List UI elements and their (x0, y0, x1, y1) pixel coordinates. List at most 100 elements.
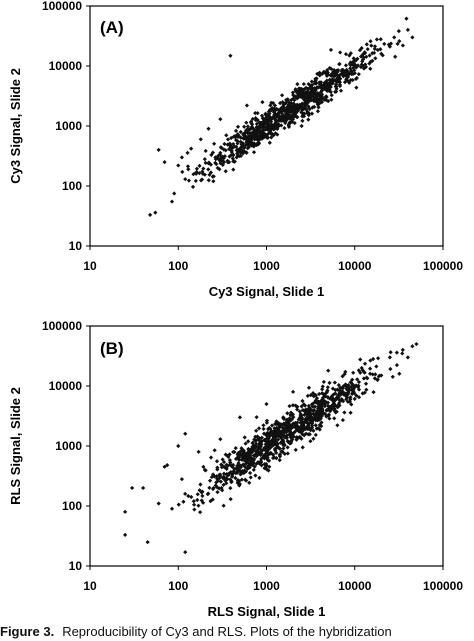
data-point (302, 91, 307, 96)
data-point (194, 166, 200, 171)
data-point (308, 439, 313, 444)
data-point (340, 386, 345, 391)
data-point (351, 370, 356, 375)
data-point (315, 71, 320, 76)
data-point (266, 434, 272, 439)
data-point (376, 356, 381, 361)
data-point (201, 464, 206, 469)
data-point (410, 35, 415, 40)
data-point (262, 445, 267, 450)
data-point (339, 69, 345, 74)
data-point (275, 441, 280, 447)
data-point (198, 510, 203, 515)
data-point (337, 72, 342, 78)
data-point (258, 136, 264, 141)
data-point (397, 371, 402, 376)
data-point (352, 59, 357, 64)
data-point (310, 91, 315, 96)
data-point (260, 116, 265, 121)
data-point (283, 423, 288, 428)
data-point (313, 416, 319, 421)
data-point (326, 368, 331, 373)
data-point (331, 69, 336, 75)
data-point (331, 400, 336, 405)
data-point (370, 51, 375, 56)
data-point (169, 506, 175, 511)
data-point (238, 135, 243, 140)
data-point (211, 472, 216, 477)
data-point (217, 152, 223, 157)
data-point (290, 90, 296, 95)
data-point (265, 458, 271, 463)
data-point (312, 81, 317, 86)
data-point (288, 412, 293, 417)
data-point (189, 146, 194, 151)
data-point (319, 391, 325, 396)
data-point (295, 404, 300, 409)
data-point (238, 469, 243, 474)
data-point (308, 92, 313, 98)
data-point (272, 112, 277, 117)
data-point (206, 178, 211, 183)
data-point (235, 124, 241, 129)
data-point (278, 422, 283, 427)
data-point (237, 452, 242, 457)
data-point (320, 387, 325, 392)
data-point (206, 126, 211, 131)
data-point (214, 459, 220, 464)
data-point (285, 426, 290, 432)
data-point (345, 392, 350, 397)
data-point (238, 472, 243, 477)
data-point (311, 436, 316, 441)
data-point (244, 103, 250, 108)
data-point (235, 463, 240, 468)
data-point (316, 414, 322, 419)
data-point (254, 454, 259, 459)
data-point (267, 140, 272, 145)
data-point (195, 492, 200, 497)
data-point (254, 125, 259, 130)
data-point (299, 430, 304, 435)
x-tick-label: 10000 (338, 259, 372, 273)
data-point (334, 84, 339, 89)
data-point (271, 452, 276, 457)
data-point (290, 117, 296, 122)
data-point (388, 366, 393, 372)
data-point (349, 387, 355, 392)
data-point (280, 437, 285, 442)
data-point (272, 426, 277, 431)
data-point (237, 415, 243, 420)
data-point (176, 502, 181, 507)
data-point (229, 464, 235, 469)
data-point (327, 380, 332, 385)
data-point (264, 132, 269, 138)
data-point (264, 463, 269, 468)
data-point (257, 436, 262, 441)
data-point (253, 473, 258, 478)
data-point (304, 99, 310, 104)
data-point (344, 77, 349, 82)
data-point (235, 141, 240, 146)
data-point (277, 446, 282, 451)
data-point (258, 442, 263, 447)
data-point (285, 451, 290, 456)
data-point (244, 129, 249, 134)
data-point (221, 464, 227, 469)
data-point (264, 112, 270, 118)
data-point (281, 117, 286, 122)
y-axis-title: RLS Signal, Slide 2 (8, 387, 23, 505)
data-point (362, 361, 368, 366)
data-point (320, 397, 325, 402)
data-point (302, 87, 307, 92)
data-point (371, 356, 376, 362)
data-point (308, 83, 314, 88)
data-point (130, 485, 135, 491)
data-point (254, 128, 259, 133)
data-point (365, 376, 370, 381)
data-point (410, 344, 415, 349)
data-point (313, 79, 318, 84)
data-point (259, 130, 265, 135)
data-point (191, 502, 197, 507)
data-point (334, 68, 339, 73)
x-tick-label: 10000 (338, 579, 372, 593)
